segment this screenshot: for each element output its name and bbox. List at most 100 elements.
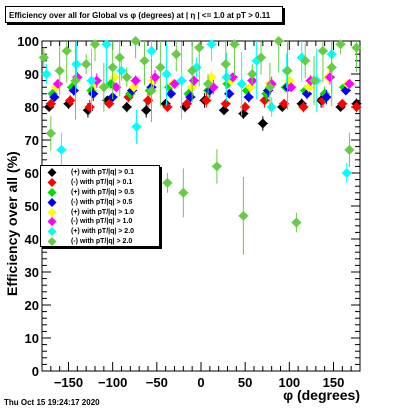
- data-point: [279, 98, 290, 109]
- legend-label: (+) with pT/|q| > 0.5: [71, 188, 135, 196]
- data-point: [116, 65, 127, 76]
- legend-entry: (+) with pT/|q| > 2.0: [45, 227, 159, 237]
- data-point: [291, 217, 302, 228]
- data-point: [104, 98, 115, 109]
- y-tick-label: 60: [25, 166, 39, 181]
- data-point: [240, 102, 251, 112]
- y-tick-label: 20: [25, 298, 39, 313]
- data-point: [188, 75, 199, 86]
- y-tick-label: 70: [25, 133, 39, 148]
- data-point: [321, 92, 332, 103]
- data-point: [139, 55, 150, 66]
- data-point: [114, 52, 125, 63]
- data-point: [109, 72, 120, 83]
- data-point: [41, 69, 52, 79]
- x-tick-label: −150: [54, 375, 83, 390]
- legend-marker-shape: [47, 178, 57, 188]
- data-point: [84, 102, 95, 112]
- data-point: [206, 72, 217, 83]
- y-tick-label: 50: [25, 199, 39, 214]
- x-tick-label: 100: [278, 375, 300, 390]
- data-point: [81, 59, 92, 70]
- data-point: [238, 210, 249, 221]
- data-point: [56, 144, 67, 155]
- data-point: [131, 121, 142, 132]
- data-point: [91, 75, 102, 86]
- data-point: [282, 65, 293, 76]
- legend-entry: (-) with pT/|q| > 2.0: [45, 236, 159, 247]
- data-point: [247, 69, 258, 79]
- data-point: [130, 36, 141, 46]
- data-point: [243, 92, 254, 103]
- data-point: [45, 128, 56, 139]
- data-point: [300, 55, 311, 66]
- data-point: [181, 98, 192, 109]
- data-point: [54, 65, 65, 76]
- y-tick-label: 80: [25, 100, 39, 115]
- legend-marker-diamond: [47, 227, 57, 237]
- x-axis: −150 −100 −50 0 50 100 150: [41, 41, 361, 390]
- data-point: [38, 52, 49, 63]
- data-point: [101, 39, 112, 50]
- data-point: [121, 72, 132, 83]
- data-point: [220, 59, 231, 70]
- data-point: [178, 187, 189, 198]
- data-point: [49, 92, 60, 103]
- data-point: [341, 168, 352, 178]
- data-point: [70, 75, 81, 86]
- data-point: [221, 72, 232, 83]
- data-point: [52, 78, 63, 89]
- legend-marker-shape: [47, 217, 57, 227]
- data-point: [155, 62, 166, 73]
- legend-label: (+) with pT/|q| > 2.0: [71, 228, 135, 236]
- data-point: [169, 78, 180, 89]
- data-point: [317, 45, 328, 56]
- y-tick-label: 90: [25, 67, 39, 82]
- legend-entry: (-) with pT/|q| > 1.0: [45, 217, 159, 227]
- data-point: [229, 39, 240, 50]
- data-point: [187, 65, 198, 76]
- diamond-marker-icon: [45, 187, 59, 197]
- legend-label: (-) with pT/|q| > 0.5: [71, 198, 133, 206]
- legend-label: (-) with pT/|q| > 2.0: [71, 237, 133, 245]
- data-point: [146, 45, 157, 56]
- legend-marker-diamond: [47, 217, 57, 227]
- data-point: [326, 62, 337, 73]
- y-axis-title: Efficiency over all (%): [4, 151, 20, 296]
- diamond-marker-icon: [45, 217, 59, 227]
- data-point: [344, 144, 355, 155]
- data-point: [203, 78, 214, 89]
- data-point: [335, 39, 346, 50]
- legend-marker-shape: [47, 197, 57, 207]
- legend-marker-diamond: [47, 197, 57, 207]
- data-point: [351, 42, 362, 53]
- series-3: [49, 79, 351, 105]
- x-tick-label: −50: [146, 375, 168, 390]
- legend-entry: (-) with pT/|q| > 0.1: [45, 178, 159, 188]
- data-point: [351, 102, 362, 112]
- legend: (+) with pT/|q| > 0.1 (-) with pT/|q| > …: [40, 165, 160, 247]
- legend-entry: (-) with pT/|q| > 0.5: [45, 197, 159, 207]
- data-point: [61, 45, 72, 56]
- data-point: [121, 102, 132, 112]
- x-tick-label: 0: [197, 375, 204, 390]
- legend-marker-shape: [47, 187, 57, 197]
- legend-label: (+) with pT/|q| > 0.1: [71, 169, 135, 177]
- y-tick-label: 10: [25, 331, 39, 346]
- data-point: [88, 88, 99, 99]
- data-point: [273, 36, 284, 46]
- data-point: [107, 62, 118, 73]
- data-point: [143, 95, 153, 106]
- data-point: [256, 52, 267, 63]
- data-point: [161, 69, 172, 79]
- data-point: [71, 59, 82, 70]
- data-point: [264, 82, 275, 93]
- data-point: [146, 85, 157, 96]
- data-point: [162, 177, 173, 188]
- diamond-marker-icon: [45, 168, 59, 178]
- data-point: [171, 49, 182, 60]
- series-7: [38, 36, 362, 255]
- legend-marker-shape: [47, 168, 57, 178]
- data-point: [206, 39, 217, 50]
- data-point: [224, 88, 235, 99]
